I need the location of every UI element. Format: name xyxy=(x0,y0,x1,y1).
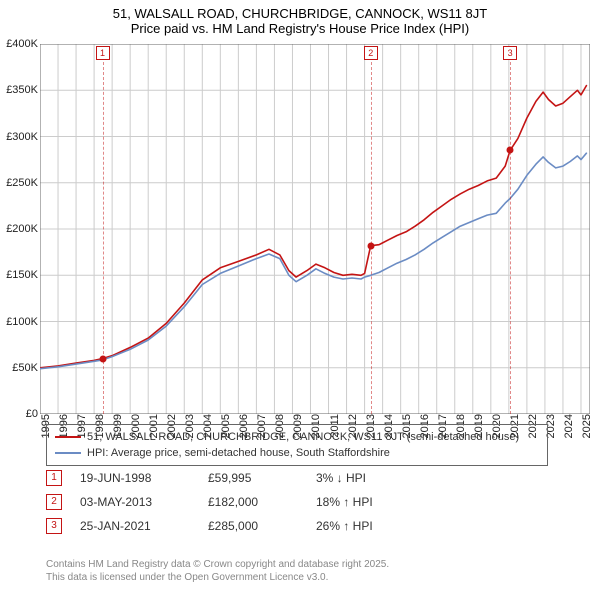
sales-delta-3: 26% ↑ HPI xyxy=(316,519,426,533)
legend-swatch-hpi xyxy=(55,452,81,454)
sale-marker-badge: 3 xyxy=(503,46,517,60)
sale-marker-vline xyxy=(371,62,372,414)
sales-row-2: 2 03-MAY-2013 £182,000 18% ↑ HPI xyxy=(46,490,548,514)
ytick-label: £250K xyxy=(6,177,40,189)
legend-box: 51, WALSALL ROAD, CHURCHBRIDGE, CANNOCK,… xyxy=(46,424,548,466)
footer-line2: This data is licensed under the Open Gov… xyxy=(46,571,389,584)
chart-title-line2: Price paid vs. HM Land Registry's House … xyxy=(8,21,592,36)
sales-row-3: 3 25-JAN-2021 £285,000 26% ↑ HPI xyxy=(46,514,548,538)
legend-swatch-price-paid xyxy=(55,436,81,438)
footer: Contains HM Land Registry data © Crown c… xyxy=(46,558,389,584)
legend-row-hpi: HPI: Average price, semi-detached house,… xyxy=(55,445,539,461)
ytick-label: £150K xyxy=(6,269,40,281)
sales-price-3: £285,000 xyxy=(208,519,298,533)
ytick-label: £300K xyxy=(6,131,40,143)
ytick-label: £200K xyxy=(6,223,40,235)
legend-row-price-paid: 51, WALSALL ROAD, CHURCHBRIDGE, CANNOCK,… xyxy=(55,429,539,445)
sales-delta-2: 18% ↑ HPI xyxy=(316,495,426,509)
sale-dot xyxy=(507,147,514,154)
sales-badge-1: 1 xyxy=(46,470,62,486)
sales-badge-3: 3 xyxy=(46,518,62,534)
chart-title-line1: 51, WALSALL ROAD, CHURCHBRIDGE, CANNOCK,… xyxy=(8,6,592,21)
legend-label-hpi: HPI: Average price, semi-detached house,… xyxy=(87,445,390,461)
legend-label-price-paid: 51, WALSALL ROAD, CHURCHBRIDGE, CANNOCK,… xyxy=(87,429,519,445)
sales-delta-1: 3% ↓ HPI xyxy=(316,471,426,485)
sales-date-3: 25-JAN-2021 xyxy=(80,519,190,533)
sales-price-2: £182,000 xyxy=(208,495,298,509)
chart-area: £0£50K£100K£150K£200K£250K£300K£350K£400… xyxy=(40,44,590,414)
xtick-label: 2025 xyxy=(577,414,593,438)
ytick-label: £400K xyxy=(6,38,40,50)
chart-svg xyxy=(40,44,590,414)
ytick-label: £100K xyxy=(6,316,40,328)
sale-marker-vline xyxy=(510,62,511,414)
xtick-label: 2024 xyxy=(559,414,575,438)
sale-marker-badge: 2 xyxy=(364,46,378,60)
sales-date-2: 03-MAY-2013 xyxy=(80,495,190,509)
sales-table: 1 19-JUN-1998 £59,995 3% ↓ HPI 2 03-MAY-… xyxy=(46,466,548,538)
footer-line1: Contains HM Land Registry data © Crown c… xyxy=(46,558,389,571)
sales-row-1: 1 19-JUN-1998 £59,995 3% ↓ HPI xyxy=(46,466,548,490)
sales-price-1: £59,995 xyxy=(208,471,298,485)
sales-date-1: 19-JUN-1998 xyxy=(80,471,190,485)
page-root: 51, WALSALL ROAD, CHURCHBRIDGE, CANNOCK,… xyxy=(0,0,600,590)
sale-dot xyxy=(367,242,374,249)
ytick-label: £350K xyxy=(6,84,40,96)
sales-badge-2: 2 xyxy=(46,494,62,510)
chart-title-block: 51, WALSALL ROAD, CHURCHBRIDGE, CANNOCK,… xyxy=(0,0,600,38)
ytick-label: £50K xyxy=(12,362,40,374)
sale-dot xyxy=(99,355,106,362)
sale-marker-badge: 1 xyxy=(96,46,110,60)
